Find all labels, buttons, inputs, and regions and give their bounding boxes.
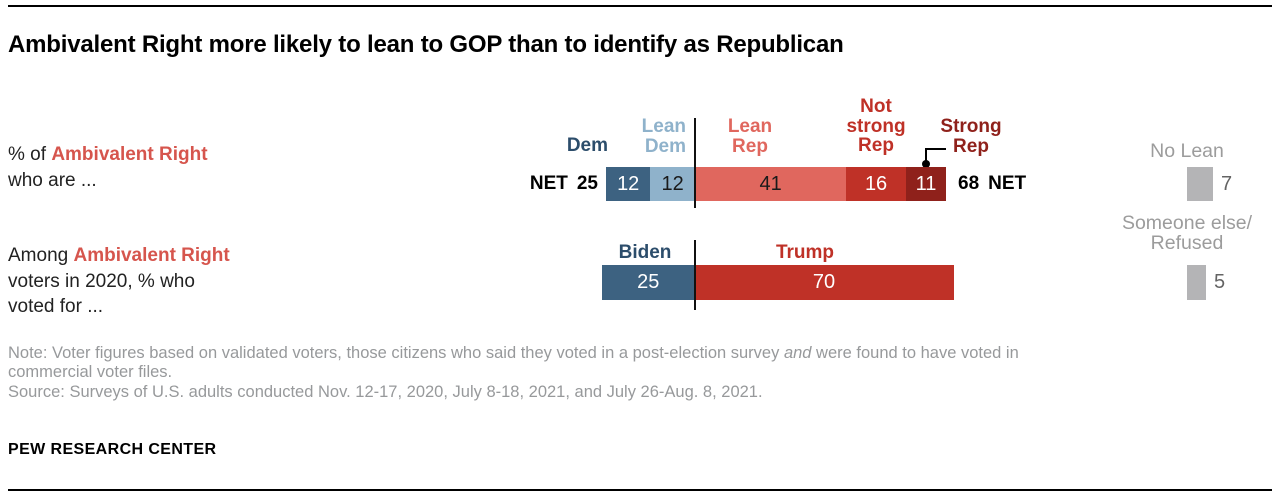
segment-biden-value: 25 bbox=[637, 271, 660, 293]
label-lean-rep: Lean Rep bbox=[700, 117, 800, 156]
row2-line2: voters in 2020, % who bbox=[8, 270, 195, 292]
label-trump: Trump bbox=[755, 243, 855, 263]
segment-dem-value: 12 bbox=[617, 172, 640, 195]
label-lean-dem-line1: Lean bbox=[641, 116, 686, 137]
note-line1: Note: Voter figures based on validated v… bbox=[8, 344, 1268, 363]
row2-label: Among Ambivalent Right voters in 2020, %… bbox=[8, 243, 230, 320]
party-id-bar: 12 12 41 16 11 bbox=[606, 167, 947, 201]
segment-not-strong-rep-value: 16 bbox=[864, 172, 888, 195]
segment-strong-rep: 11 bbox=[905, 167, 947, 201]
refused-label: Someone else/ Refused bbox=[1087, 213, 1280, 253]
row2-highlight: Ambivalent Right bbox=[73, 245, 230, 266]
row1-label: % of Ambivalent Right who are ... bbox=[8, 142, 208, 193]
label-not-strong-rep-line1: Not bbox=[860, 96, 892, 117]
label-not-strong-rep-line3: Rep bbox=[858, 135, 894, 156]
refused-label-line2: Refused bbox=[1150, 232, 1224, 254]
source-line: Source: Surveys of U.S. adults conducted… bbox=[8, 382, 763, 401]
note-line1-part2: were found to have voted in bbox=[811, 344, 1019, 362]
label-dem-text: Dem bbox=[566, 135, 608, 156]
label-not-strong-rep-line2: strong bbox=[846, 115, 906, 137]
label-biden: Biden bbox=[595, 243, 695, 263]
label-not-strong-rep: Not strong Rep bbox=[826, 97, 926, 156]
row1-highlight: Ambivalent Right bbox=[51, 144, 208, 165]
net-left-label: NET bbox=[529, 173, 568, 194]
segment-trump: 70 bbox=[694, 265, 954, 300]
label-trump-text: Trump bbox=[775, 242, 835, 263]
row1-line2: who are ... bbox=[8, 169, 97, 191]
row2-line3: voted for ... bbox=[8, 296, 104, 317]
label-lean-rep-line1: Lean bbox=[727, 116, 773, 137]
segment-trump-value: 70 bbox=[812, 271, 836, 293]
refused-value: 5 bbox=[1214, 271, 1226, 293]
no-lean-label: No Lean bbox=[1150, 140, 1224, 162]
strong-rep-callout-horizontal-line bbox=[925, 148, 946, 150]
segment-lean-dem-value: 12 bbox=[661, 172, 684, 195]
segment-lean-rep: 41 bbox=[694, 167, 847, 201]
label-lean-dem: Lean Dem bbox=[586, 117, 686, 156]
net-right-label: NET bbox=[988, 173, 1027, 194]
strong-rep-callout-vertical-line bbox=[925, 148, 927, 163]
note-line1-part1: Note: Voter figures based on validated v… bbox=[8, 344, 784, 362]
label-dem: Dem bbox=[508, 136, 608, 156]
segment-not-strong-rep: 16 bbox=[846, 167, 906, 201]
segment-lean-dem: 12 bbox=[650, 167, 695, 201]
label-biden-text: Biden bbox=[618, 242, 672, 263]
label-lean-rep-line2: Rep bbox=[732, 135, 768, 157]
bottom-rule bbox=[8, 489, 1272, 491]
label-lean-dem-line2: Dem bbox=[644, 135, 686, 157]
row2-prefix: Among bbox=[8, 245, 74, 266]
net-left: NET 25 bbox=[458, 167, 598, 201]
note-line1-italic: and bbox=[783, 344, 812, 362]
page-title: Ambivalent Right more likely to lean to … bbox=[8, 31, 844, 58]
vote-axis-divider-line bbox=[694, 240, 696, 310]
top-rule bbox=[8, 5, 1272, 7]
party-axis-divider-line bbox=[694, 118, 696, 208]
refused-bar bbox=[1187, 265, 1206, 300]
net-right-value: 68 bbox=[958, 173, 980, 194]
label-strong-rep-line1: Strong bbox=[940, 116, 1002, 137]
vote-2020-bar: 25 70 bbox=[602, 265, 954, 300]
label-strong-rep: Strong Rep bbox=[921, 117, 1021, 156]
segment-dem: 12 bbox=[606, 167, 651, 201]
note-line2: commercial voter files. bbox=[8, 363, 173, 382]
no-lean-bar bbox=[1187, 167, 1213, 201]
label-strong-rep-line2: Rep bbox=[953, 135, 989, 157]
segment-lean-rep-value: 41 bbox=[759, 172, 782, 195]
note-block: Note: Voter figures based on validated v… bbox=[8, 344, 1268, 402]
net-left-value: 25 bbox=[576, 173, 598, 194]
segment-biden: 25 bbox=[602, 265, 695, 300]
no-lean-value: 7 bbox=[1221, 173, 1233, 195]
net-right: 68 NET bbox=[958, 167, 1026, 201]
strong-rep-callout-dot bbox=[922, 160, 930, 168]
refused-label-line1: Someone else/ bbox=[1121, 212, 1253, 234]
pew-research-center-wordmark: PEW RESEARCH CENTER bbox=[8, 441, 217, 458]
row1-prefix: % of bbox=[8, 144, 52, 165]
segment-strong-rep-value: 11 bbox=[915, 172, 937, 195]
